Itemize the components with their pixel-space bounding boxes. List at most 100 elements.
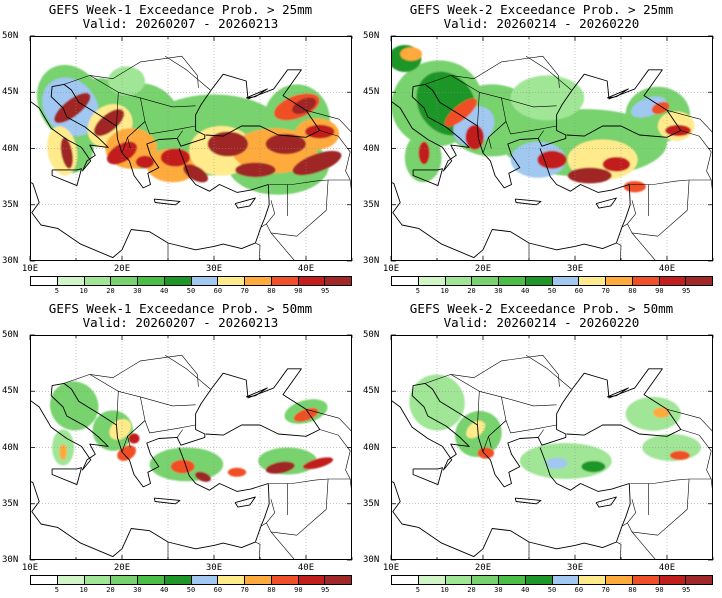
country-border — [270, 531, 296, 560]
probability-shading — [50, 381, 334, 482]
probability-contour — [510, 75, 585, 121]
coastline — [607, 88, 629, 99]
latitude-label: 35N — [2, 199, 19, 210]
colorbar-label: 70 — [601, 287, 610, 295]
country-border — [616, 242, 622, 261]
colorbar-swatch — [659, 277, 687, 285]
colorbar-swatch — [632, 277, 660, 285]
country-border — [501, 396, 557, 407]
country-border — [144, 121, 196, 135]
probability-contour — [537, 150, 567, 169]
country-border — [305, 110, 352, 134]
country-border — [176, 429, 183, 438]
map-panel: GEFS Week-1 Exceedance Prob. > 25mm Valid… — [0, 0, 361, 299]
latitude-label: 35N — [363, 199, 380, 210]
colorbar-swatch — [138, 277, 165, 285]
probability-contour — [623, 181, 646, 193]
axis-ticks — [29, 35, 353, 262]
longitude-label: 20E — [113, 563, 131, 573]
longitude-label: 10E — [382, 563, 400, 573]
panel-title: GEFS Week-2 Exceedance Prob. > 25mm — [409, 2, 674, 17]
probability-contour — [293, 408, 319, 422]
country-border — [255, 242, 261, 261]
coastline — [30, 447, 270, 558]
colorbar-label: 20 — [106, 287, 115, 295]
country-border — [305, 409, 352, 433]
longitude-label: 30E — [205, 264, 223, 274]
colorbar-swatch — [686, 576, 712, 584]
probability-contour — [651, 101, 670, 115]
probability-map — [29, 334, 353, 561]
country-border — [260, 179, 329, 237]
longitude-label: 20E — [474, 264, 492, 274]
longitude-label: 40E — [297, 264, 315, 274]
coastline — [30, 69, 321, 189]
country-border — [266, 200, 275, 225]
colorbar-swatch — [111, 277, 138, 285]
colorbar-swatch — [191, 277, 219, 285]
coastline — [391, 148, 631, 259]
panel-valid-dates: Valid: 20260207 - 20260213 — [82, 315, 279, 330]
colorbar-label: 60 — [213, 586, 223, 594]
colorbar-swatch — [111, 576, 138, 584]
coastline — [391, 368, 682, 488]
country-border — [505, 420, 557, 434]
colorbar-swatch — [164, 576, 192, 584]
colorbar — [30, 276, 352, 286]
coastline — [595, 197, 617, 209]
colorbar-label: 10 — [440, 586, 449, 594]
colorbar-swatch — [138, 576, 165, 584]
colorbar-swatch — [579, 576, 606, 584]
country-border — [450, 75, 480, 127]
colorbar-swatch — [31, 576, 58, 584]
latitude-label: 30N — [2, 555, 19, 565]
country-border — [616, 541, 622, 560]
colorbar-swatch — [525, 277, 553, 285]
coastlines-and-borders — [391, 55, 713, 261]
latitude-label: 30N — [2, 256, 19, 266]
latitude-label: 50N — [363, 31, 380, 41]
colorbar-label: 70 — [240, 586, 249, 594]
colorbar-swatch — [499, 576, 526, 584]
colorbar-label: 60 — [574, 287, 584, 295]
axis-ticks — [29, 334, 353, 561]
probability-contour — [625, 396, 681, 431]
colorbar-swatch — [84, 277, 112, 285]
country-border — [680, 429, 712, 480]
colorbar-label: 40 — [159, 287, 169, 295]
axis-ticks — [390, 35, 714, 262]
coastline — [153, 198, 181, 206]
panel-valid-dates: Valid: 20260214 - 20260220 — [443, 16, 640, 31]
coastline — [30, 148, 270, 259]
longitude-label: 10E — [21, 264, 39, 274]
probability-contour — [227, 467, 247, 477]
coastline — [391, 447, 631, 558]
latitude-label: 35N — [2, 498, 19, 509]
probability-contour — [108, 66, 145, 96]
coastlines-and-borders — [30, 354, 352, 560]
country-border — [89, 374, 119, 426]
longitude-label: 40E — [297, 563, 315, 573]
colorbar-label: 70 — [601, 586, 610, 594]
latitude-label: 50N — [363, 330, 380, 340]
colorbar-label: 30 — [133, 586, 142, 594]
probability-contour — [207, 131, 248, 157]
probability-contour — [183, 164, 209, 183]
colorbar-label: 50 — [547, 287, 557, 295]
country-border — [176, 130, 183, 139]
coastlines-and-borders — [391, 354, 713, 560]
latitude-label: 45N — [363, 87, 380, 98]
colorbar-swatch — [392, 576, 419, 584]
colorbar-swatch — [686, 277, 712, 285]
coastline — [234, 197, 256, 209]
coastline — [391, 69, 682, 189]
colorbar-label: 80 — [628, 586, 637, 594]
coastline — [246, 387, 268, 398]
longitude-label: 10E — [382, 264, 400, 274]
coastlines-and-borders — [30, 55, 352, 261]
country-border — [537, 429, 544, 438]
country-border — [488, 121, 507, 149]
colorbar-swatch — [632, 576, 660, 584]
country-border — [537, 130, 544, 139]
colorbar-label: 20 — [467, 287, 476, 295]
